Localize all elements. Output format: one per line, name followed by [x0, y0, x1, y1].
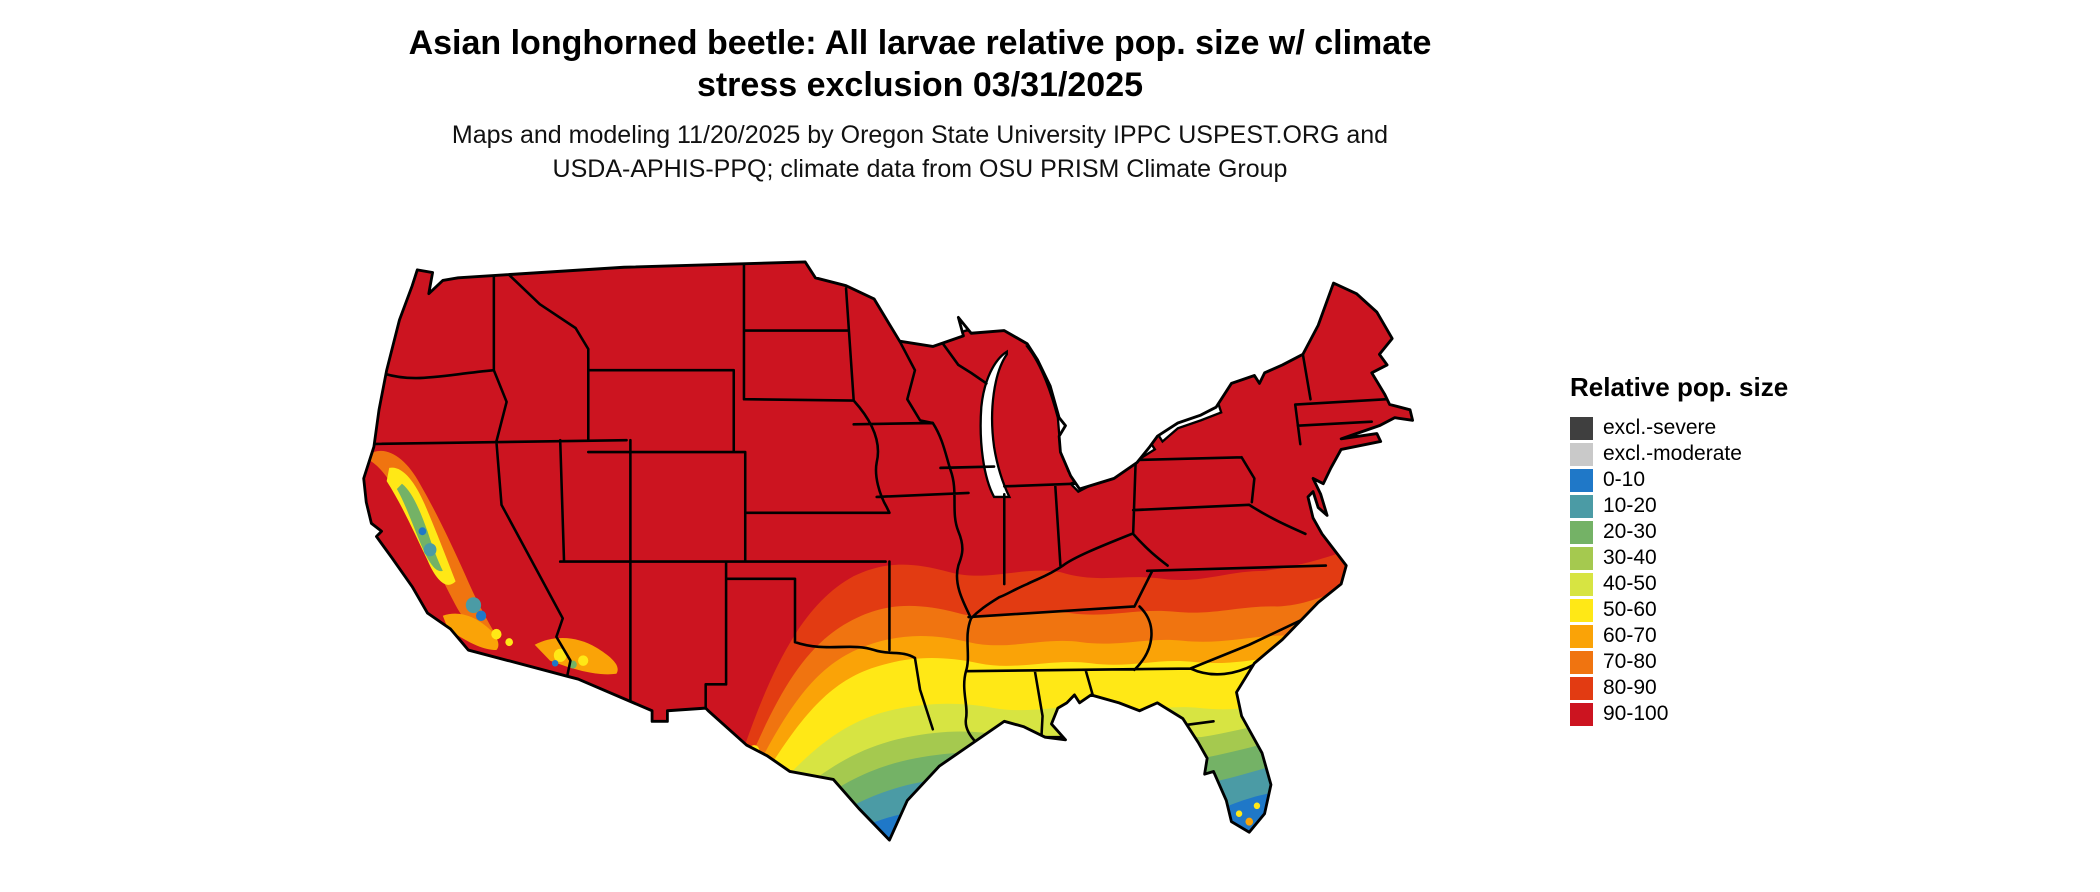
- legend-item: 0-10: [1570, 467, 1900, 493]
- legend-label: excl.-severe: [1603, 416, 1717, 439]
- patch-socal-orange: [442, 613, 499, 651]
- legend-label: 60-70: [1603, 624, 1657, 647]
- legend-swatch: [1570, 546, 1593, 570]
- legend-label: 90-100: [1603, 702, 1669, 725]
- legend-swatch: [1570, 624, 1593, 648]
- chart-title: Asian longhorned beetle: All larvae rela…: [170, 22, 1670, 106]
- legend-item: excl.-moderate: [1570, 441, 1900, 467]
- legend-swatch: [1570, 572, 1593, 596]
- legend-items: excl.-severe excl.-moderate 0-10 10-20 20-30…: [1570, 415, 1900, 727]
- legend-label: 0-10: [1603, 468, 1646, 491]
- legend-item: 70-80: [1570, 649, 1900, 675]
- patch-socal-teal: [465, 597, 482, 614]
- us-outline: [362, 260, 1415, 842]
- lake-michigan: [979, 349, 1012, 499]
- legend-label: 80-90: [1603, 676, 1657, 699]
- legend-swatch: [1570, 442, 1593, 466]
- patch-arizona-blue: [551, 659, 559, 667]
- title-line-2: stress exclusion 03/31/2025: [696, 66, 1144, 104]
- legend-swatch: [1570, 702, 1593, 726]
- chart-subtitle: Maps and modeling 11/20/2025 by Oregon S…: [170, 118, 1670, 186]
- patch-socal-blue: [475, 610, 487, 621]
- legend-label: 70-80: [1603, 650, 1657, 673]
- legend-label: excl.-moderate: [1603, 442, 1742, 465]
- state-borders: [363, 263, 1389, 744]
- legend-item: 30-40: [1570, 545, 1900, 571]
- legend-label: 50-60: [1603, 598, 1657, 621]
- legend-swatch: [1570, 416, 1593, 440]
- patch-florida-tip-orange: [1245, 817, 1254, 826]
- legend-item: 60-70: [1570, 623, 1900, 649]
- legend-swatch: [1570, 598, 1593, 622]
- subtitle-line-1: Maps and modeling 11/20/2025 by Oregon S…: [451, 121, 1389, 149]
- legend-title: Relative pop. size: [1570, 372, 1789, 402]
- patch-socal-yellow-1: [491, 628, 502, 640]
- patch-florida-tip-yellow-2: [1253, 802, 1261, 810]
- patch-arizona-orange: [534, 638, 618, 675]
- patch-socal-yellow-2: [505, 638, 513, 647]
- legend-label: 20-30: [1603, 520, 1657, 543]
- patch-california-blue: [418, 527, 427, 536]
- patch-arizona-yellow-1: [553, 648, 567, 662]
- patch-arizona-yellow-2: [578, 655, 589, 666]
- title-line-1: Asian longhorned beetle: All larvae rela…: [408, 24, 1432, 62]
- legend-label: 40-50: [1603, 572, 1657, 595]
- legend-swatch: [1570, 650, 1593, 674]
- legend-item: 90-100: [1570, 701, 1900, 727]
- legend: Relative pop. size excl.-severe excl.-mod…: [1570, 372, 1900, 727]
- legend-label: 30-40: [1603, 546, 1657, 569]
- subtitle-line-2: USDA-APHIS-PPQ; climate data from OSU PR…: [552, 155, 1288, 183]
- us-map-container: [305, 225, 1530, 885]
- legend-swatch: [1570, 468, 1593, 492]
- legend-item: excl.-severe: [1570, 415, 1900, 441]
- legend-swatch: [1570, 494, 1593, 518]
- us-map: [362, 260, 1415, 842]
- legend-item: 80-90: [1570, 675, 1900, 701]
- legend-swatch: [1570, 520, 1593, 544]
- legend-item: 20-30: [1570, 519, 1900, 545]
- legend-label: 10-20: [1603, 494, 1657, 517]
- legend-item: 50-60: [1570, 597, 1900, 623]
- patch-california-teal: [423, 543, 437, 557]
- patch-florida-tip-yellow-1: [1235, 810, 1243, 818]
- legend-item: 10-20: [1570, 493, 1900, 519]
- legend-item: 40-50: [1570, 571, 1900, 597]
- legend-swatch: [1570, 676, 1593, 700]
